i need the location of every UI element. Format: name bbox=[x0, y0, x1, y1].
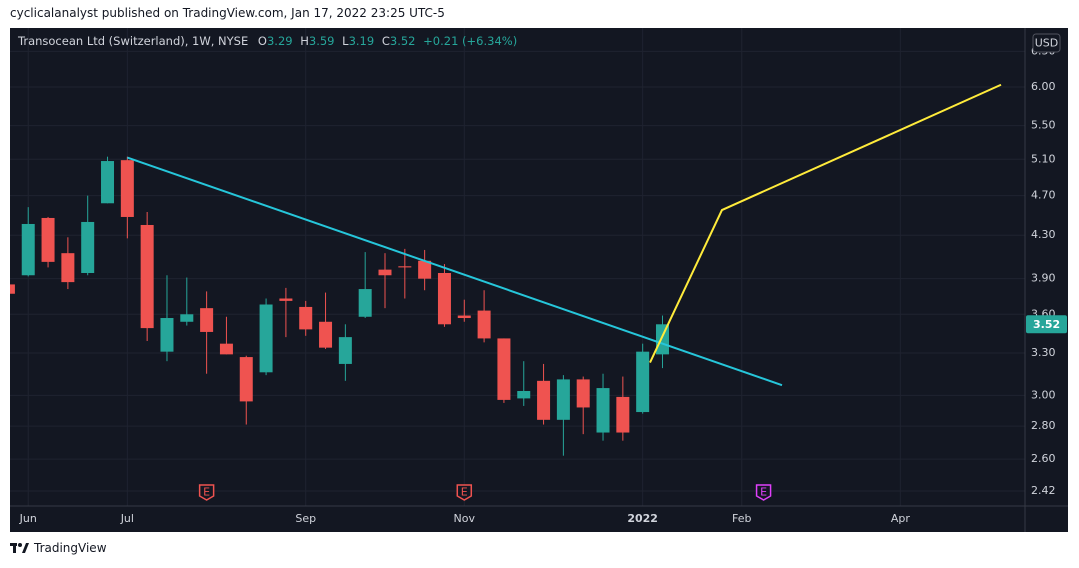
x-tick-label: Feb bbox=[732, 512, 751, 525]
footer: TradingView bbox=[10, 541, 107, 555]
earnings-marker bbox=[456, 484, 473, 501]
candle-body bbox=[10, 284, 15, 294]
candle-body bbox=[279, 298, 293, 301]
candle-body bbox=[160, 318, 174, 352]
candle-body bbox=[537, 380, 551, 420]
brand: TradingView bbox=[34, 541, 107, 555]
candle-body bbox=[497, 338, 511, 400]
x-tick-label: Jul bbox=[120, 512, 134, 525]
last-price-box bbox=[1026, 315, 1067, 334]
earnings-label: E bbox=[760, 486, 767, 499]
candle-body bbox=[61, 253, 75, 283]
candle-body bbox=[596, 388, 610, 433]
earnings-marker bbox=[755, 484, 772, 501]
y-tick-label: 2.60 bbox=[1031, 452, 1056, 465]
currency: USD bbox=[1035, 37, 1059, 50]
candle-body bbox=[101, 161, 115, 204]
earnings-marker bbox=[198, 484, 215, 501]
trend-line bbox=[127, 156, 783, 387]
ohlc-letter: C bbox=[381, 34, 390, 48]
candle-body bbox=[259, 304, 273, 373]
y-tick-label: 6.00 bbox=[1031, 80, 1056, 93]
ohlc-letter: H bbox=[300, 34, 309, 48]
x-tick-label: 2022 bbox=[627, 512, 658, 525]
candle-body bbox=[576, 379, 590, 408]
candle-body bbox=[338, 337, 352, 364]
y-tick-label: 3.30 bbox=[1031, 346, 1056, 359]
legend: Transocean Ltd (Switzerland), 1W, NYSE O… bbox=[18, 34, 521, 48]
earnings-label: E bbox=[203, 486, 210, 499]
x-tick-label: Sep bbox=[295, 512, 316, 525]
x-tick-label: Apr bbox=[891, 512, 911, 525]
y-tick-label: 3.00 bbox=[1031, 388, 1056, 401]
candle-body bbox=[180, 314, 194, 322]
symbol-title: Transocean Ltd (Switzerland), 1W, NYSE bbox=[18, 34, 249, 48]
y-tick-label: 4.70 bbox=[1031, 189, 1056, 202]
candle-body bbox=[477, 310, 491, 339]
candle-body bbox=[616, 396, 630, 433]
chart-background bbox=[10, 28, 1068, 532]
candle-body bbox=[556, 379, 570, 420]
earnings-label: E bbox=[461, 486, 468, 499]
ohlc-value: 3.59 bbox=[308, 34, 335, 48]
candle-body bbox=[319, 321, 333, 348]
last-price-label: 3.52 bbox=[1033, 318, 1060, 331]
candle-body bbox=[120, 160, 134, 217]
candle-body bbox=[219, 343, 233, 355]
candle-body bbox=[21, 223, 35, 276]
x-tick-label: Nov bbox=[454, 512, 476, 525]
candle-body bbox=[457, 315, 471, 319]
published-line: cyclicalanalyst published on TradingView… bbox=[10, 6, 445, 20]
change: +0.21 (+6.34%) bbox=[423, 34, 518, 48]
brand-logo bbox=[10, 543, 29, 553]
y-tick-label: 2.80 bbox=[1031, 419, 1056, 432]
candle-body bbox=[200, 308, 214, 332]
candle-body bbox=[418, 260, 432, 279]
y-tick-label: 2.42 bbox=[1031, 484, 1056, 497]
candle-body bbox=[517, 391, 531, 399]
candle-body bbox=[378, 269, 392, 276]
y-tick-label: 4.30 bbox=[1031, 228, 1056, 241]
candle-body bbox=[398, 266, 412, 268]
x-tick-label: Jun bbox=[19, 512, 37, 525]
candle-body bbox=[299, 306, 313, 330]
candle-body bbox=[41, 217, 55, 262]
y-tick-label: 5.10 bbox=[1031, 152, 1056, 165]
candle-body bbox=[358, 289, 372, 317]
trend-line bbox=[649, 83, 1002, 363]
candle-body bbox=[437, 273, 451, 325]
y-tick-label: 3.90 bbox=[1031, 272, 1056, 285]
currency-box[interactable] bbox=[1032, 33, 1061, 53]
candle-body bbox=[636, 351, 650, 413]
ohlc-letter: L bbox=[342, 34, 349, 48]
candle-body bbox=[655, 324, 669, 355]
candle-body bbox=[81, 221, 95, 274]
candle-body bbox=[140, 224, 154, 329]
ohlc-value: 3.52 bbox=[389, 34, 416, 48]
ohlc-letter: O bbox=[257, 34, 267, 48]
y-tick-label: 5.50 bbox=[1031, 119, 1056, 132]
candle-body bbox=[239, 357, 253, 402]
ohlc-value: 3.19 bbox=[348, 34, 375, 48]
ohlc-value: 3.29 bbox=[266, 34, 293, 48]
